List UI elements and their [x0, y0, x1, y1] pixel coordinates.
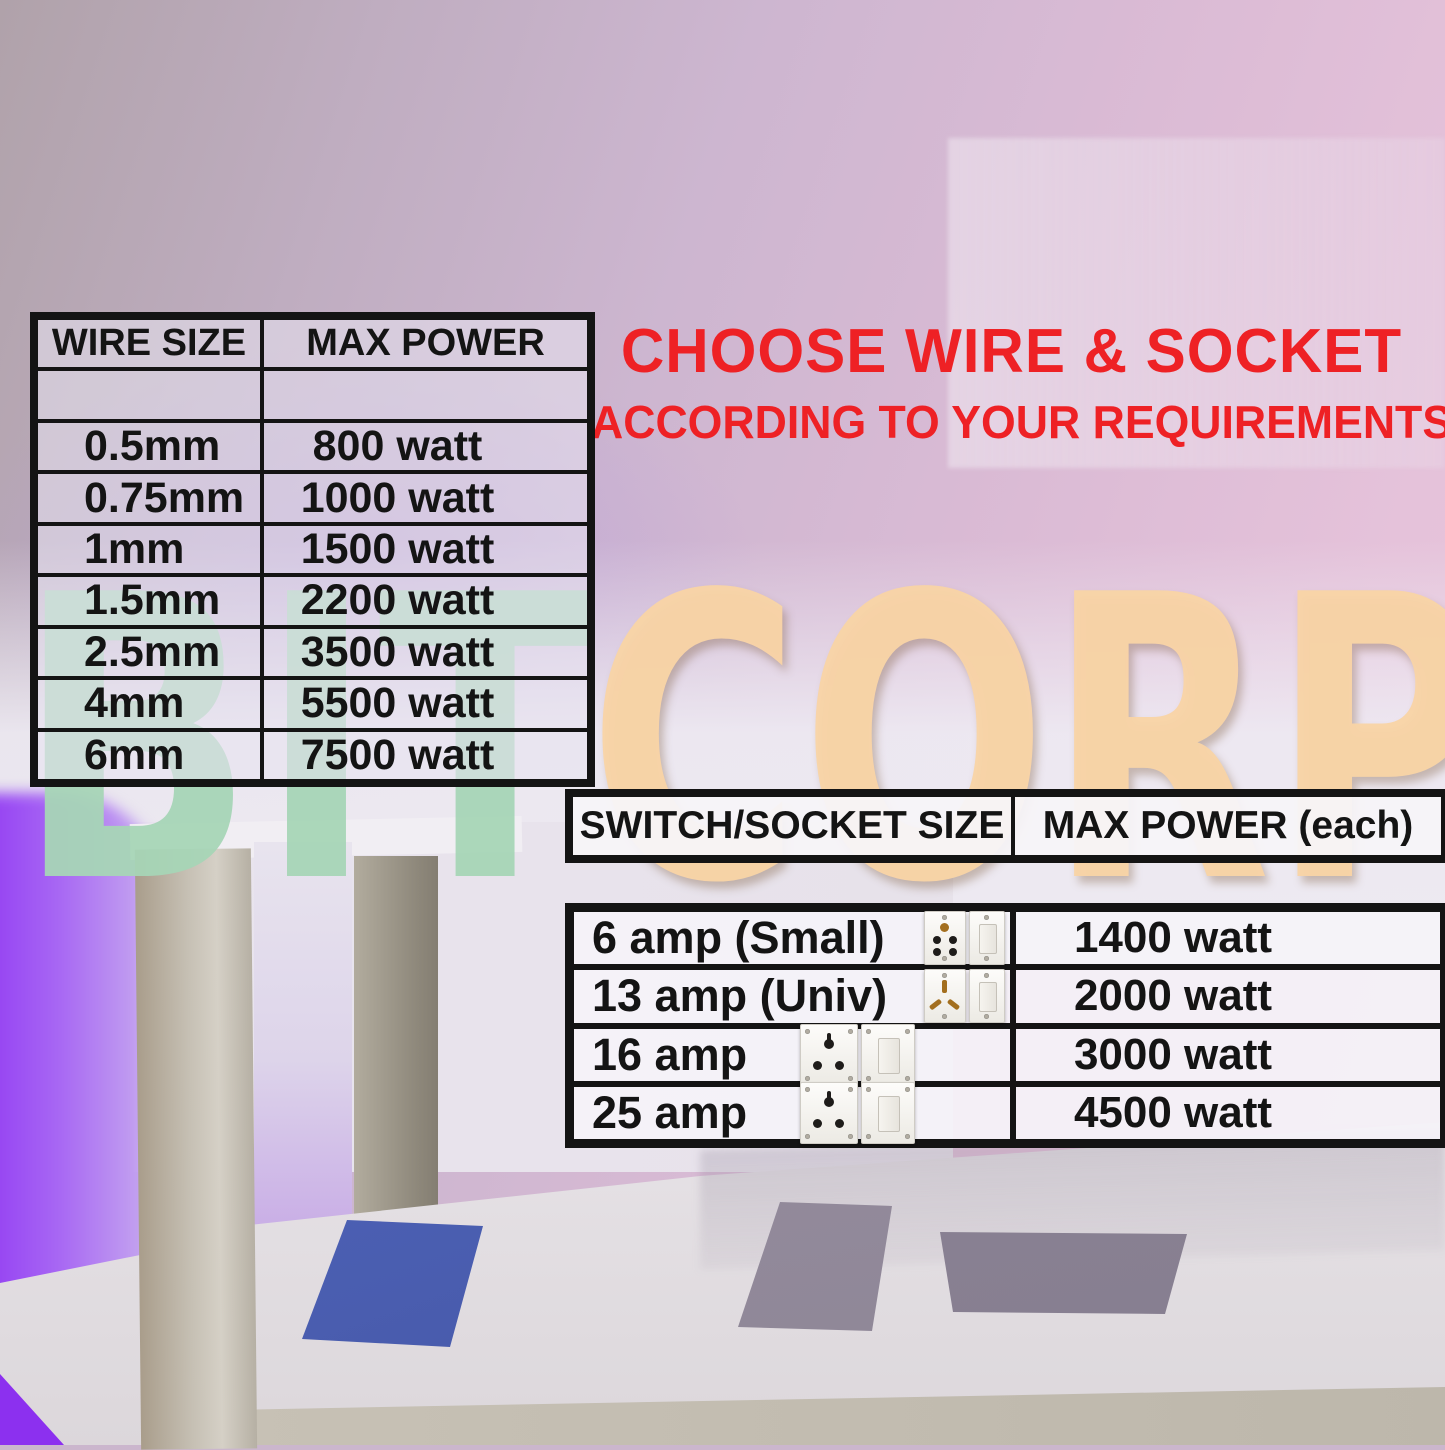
socket-universal-with-switch-icon: [924, 969, 1005, 1024]
watermark-corp: CORP: [588, 513, 1445, 969]
stand-pillar-white: [254, 842, 352, 1238]
wire-table-header-power: MAX POWER: [262, 318, 589, 370]
switch-icon: [861, 1081, 915, 1144]
wire-row-size: 2.5mm: [36, 626, 262, 679]
wire-row-power: 2200 watt: [262, 575, 589, 627]
wire-row-size: 1.5mm: [36, 575, 262, 627]
socket-row-power: 2000 watt: [1013, 967, 1443, 1026]
wire-row-size: 6mm: [36, 729, 262, 781]
wire-table-header-size: WIRE SIZE: [36, 318, 262, 370]
heading-line1: CHOOSE WIRE & SOCKET: [620, 317, 1403, 386]
socket-table-body: 6 amp (Small) 1400 watt 13 amp (Univ): [565, 903, 1445, 1148]
switch-icon: [969, 911, 1005, 966]
switch-icon: [969, 969, 1005, 1024]
wire-row-size: 4mm: [36, 678, 262, 730]
socket-header-power: MAX POWER (each): [1013, 795, 1443, 857]
socket-3pin-icon: [800, 1081, 858, 1144]
socket-row-label: 6 amp (Small): [592, 912, 885, 964]
wire-row-size: 0.5mm: [36, 420, 262, 473]
switch-icon: [861, 1023, 915, 1086]
socket-6amp-with-switch-icon: [924, 911, 1005, 966]
wire-row-empty-power: [262, 369, 589, 421]
socket-3pin-with-switch-icon: [800, 1023, 915, 1086]
socket-3pin-icon: [800, 1023, 858, 1086]
wire-row-power: 7500 watt: [262, 729, 589, 781]
wire-row-power: 1000 watt: [262, 472, 589, 524]
socket-row-power: 1400 watt: [1013, 909, 1443, 968]
socket-header-size: SWITCH/SOCKET SIZE: [571, 795, 1013, 857]
pale-wall-panel: [948, 138, 1445, 468]
socket-row-size: 16 amp: [571, 1023, 1013, 1086]
socket-6amp-icon: [924, 911, 966, 966]
socket-row-power: 4500 watt: [1013, 1083, 1443, 1142]
heading-line2: ACCORDING TO YOUR REQUIREMENTS: [591, 396, 1445, 448]
wire-row-power: 3500 watt: [262, 626, 589, 679]
socket-row-power: 3000 watt: [1013, 1025, 1443, 1084]
stand-pillar-gray: [354, 856, 438, 1238]
socket-table-header: SWITCH/SOCKET SIZE MAX POWER (each): [565, 789, 1445, 863]
socket-row-label: 13 amp (Univ): [592, 970, 888, 1022]
wire-row-empty-size: [36, 369, 262, 421]
socket-universal-icon: [924, 969, 966, 1024]
socket-row-label: 25 amp: [592, 1086, 748, 1138]
wire-row-size: 1mm: [36, 523, 262, 576]
socket-row-size: 13 amp (Univ): [571, 967, 1013, 1026]
wire-row-power: 800 watt: [262, 420, 589, 473]
socket-row-label: 16 amp: [592, 1028, 748, 1080]
wire-row-power: 1500 watt: [262, 523, 589, 576]
wire-row-power: 5500 watt: [262, 678, 589, 730]
socket-3pin-with-switch-icon: [800, 1081, 915, 1144]
socket-row-size: 25 amp: [571, 1081, 1013, 1144]
wire-row-size: 0.75mm: [36, 472, 262, 524]
socket-row-size: 6 amp (Small): [571, 909, 1013, 968]
main-heading: CHOOSE WIRE & SOCKET ACCORDING TO YOUR R…: [578, 316, 1445, 449]
wire-size-table: WIRE SIZE MAX POWER 0.5mm 800 watt 0.75m…: [30, 312, 595, 787]
